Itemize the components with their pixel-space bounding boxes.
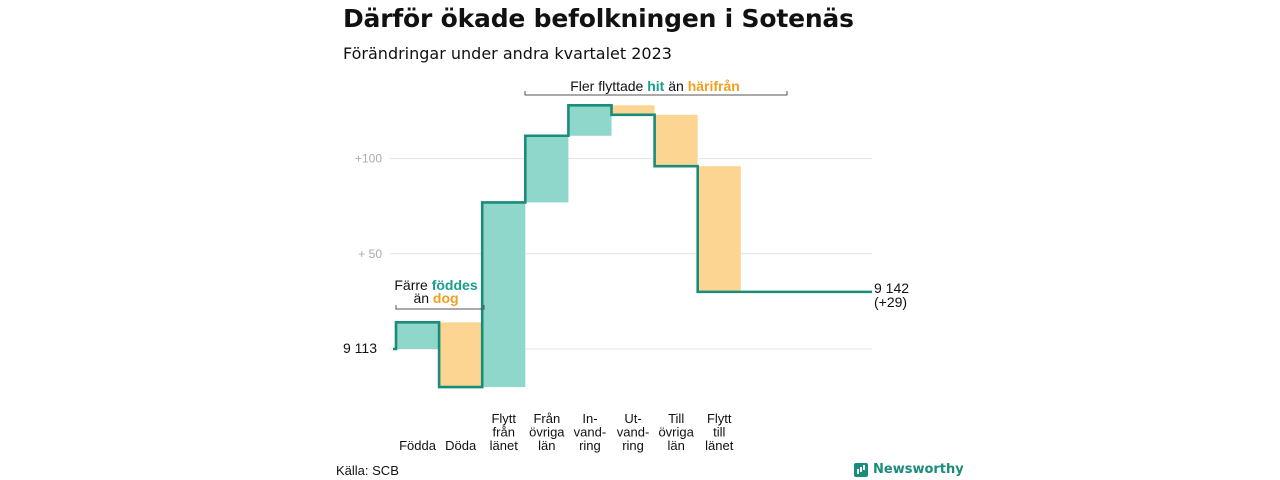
category-label: Döda <box>445 438 477 453</box>
brand-name: Newsworthy <box>873 462 964 477</box>
category-label: till <box>713 425 725 440</box>
annotation-bracket <box>395 305 485 310</box>
category-label: län <box>667 438 684 453</box>
category-label: Födda <box>399 438 437 453</box>
chart-title: Därför ökade befolkningen i Sotenäs <box>343 4 854 33</box>
annotation-part: dog <box>433 290 459 306</box>
waterfall-bar <box>439 322 483 388</box>
waterfall-bar <box>697 166 741 292</box>
waterfall-bar <box>525 135 569 203</box>
source-note: Källa: SCB <box>336 463 399 478</box>
annotation-births-deaths-line2: än dog <box>413 290 458 306</box>
annotation-part: än <box>664 78 687 94</box>
newsworthy-logo-icon <box>854 462 868 477</box>
brand[interactable]: Newsworthy <box>854 462 964 477</box>
annotation-part: än <box>413 290 432 306</box>
category-label: län <box>538 438 555 453</box>
category-label: övriga <box>658 425 694 440</box>
annotation-part: föddes <box>432 277 478 293</box>
category-label: vand- <box>574 425 607 440</box>
waterfall-bar <box>482 202 526 388</box>
waterfall-bar <box>396 322 440 349</box>
waterfall-bar <box>568 105 612 136</box>
chart-subtitle: Förändringar under andra kvartalet 2023 <box>343 44 672 63</box>
category-label: övriga <box>529 425 565 440</box>
category-label: Från <box>533 411 560 426</box>
category-label: från <box>493 425 515 440</box>
annotation-births-deaths: Färre föddes <box>394 277 477 293</box>
annotation-migration: Fler flyttade hit än härifrån <box>570 78 740 94</box>
annotation-part: Fler flyttade <box>570 78 647 94</box>
start-value-label: 9 113 <box>343 340 377 356</box>
end-change-label: (+29) <box>874 294 907 310</box>
category-label: Till <box>668 411 684 426</box>
cumulative-line <box>393 103 872 389</box>
category-label: Flytt <box>707 411 732 426</box>
y-tick-label: +100 <box>355 152 382 166</box>
waterfall-bar <box>611 105 655 115</box>
category-label: ring <box>622 438 644 453</box>
y-tick-label: + 50 <box>358 247 382 261</box>
waterfall-bar <box>654 114 698 167</box>
category-label: vand- <box>617 425 650 440</box>
category-label: ring <box>579 438 601 453</box>
category-label: länet <box>490 438 519 453</box>
annotation-part: Färre <box>394 277 431 293</box>
annotation-part: härifrån <box>688 78 740 94</box>
category-label: Ut- <box>624 411 641 426</box>
category-label: Flytt <box>491 411 516 426</box>
annotation-bracket <box>524 91 788 96</box>
category-label: In- <box>582 411 597 426</box>
end-value-label: 9 142 <box>874 280 909 296</box>
category-label: länet <box>705 438 734 453</box>
annotation-part: hit <box>647 78 664 94</box>
